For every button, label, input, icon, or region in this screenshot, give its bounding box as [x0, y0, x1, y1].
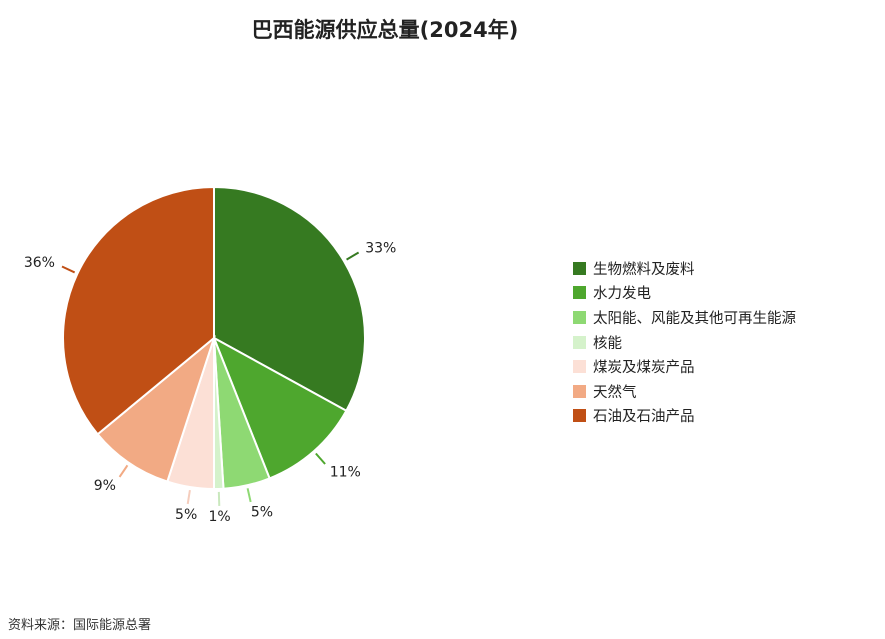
- data-label: 36%: [24, 255, 55, 271]
- leader-line: [246, 488, 252, 503]
- pie-slice: [96, 335, 217, 483]
- legend-label: 核能: [593, 335, 622, 352]
- legend-label: 煤炭及煤炭产品: [593, 360, 695, 377]
- legend-label: 石油及石油产品: [593, 409, 695, 426]
- legend-item: 太阳能、风能及其他可再生能源: [573, 305, 796, 330]
- data-label: 5%: [175, 507, 197, 523]
- legend-swatch: [573, 409, 586, 423]
- data-label: 33%: [365, 240, 396, 256]
- legend-label: 太阳能、风能及其他可再生能源: [593, 310, 796, 327]
- legend-item: 核能: [573, 330, 796, 355]
- legend-swatch: [573, 286, 586, 300]
- legend-swatch: [573, 261, 586, 275]
- data-label: 1%: [208, 509, 230, 525]
- legend-swatch: [573, 335, 586, 349]
- legend-swatch: [573, 384, 586, 398]
- pie-slice: [62, 185, 215, 436]
- data-label: 9%: [94, 478, 116, 494]
- legend: 生物燃料及废料 水力发电太阳能、风能及其他可再生能源 核能煤炭及煤炭产品 天然气石油及…: [573, 256, 796, 428]
- legend-label: 生物燃料及废料: [593, 261, 695, 278]
- data-label: 11%: [330, 465, 361, 481]
- legend-item: 天然气: [573, 379, 796, 404]
- legend-swatch: [573, 310, 586, 324]
- leader-line: [61, 265, 76, 274]
- legend-label: 天然气: [593, 384, 637, 401]
- pie-slice: [213, 185, 366, 413]
- legend-item: 煤炭及煤炭产品: [573, 354, 796, 379]
- source-note: 资料来源：国际能源总署: [8, 618, 152, 633]
- chart-title: 巴西能源供应总量(2024年): [251, 18, 519, 42]
- legend-item: 生物燃料及废料: [573, 256, 796, 281]
- legend-item: 水力发电: [573, 281, 796, 306]
- legend-swatch: [573, 360, 586, 374]
- pie-slice: [212, 335, 348, 480]
- leader-line: [186, 489, 191, 505]
- leader-line: [118, 464, 129, 478]
- leader-line: [346, 251, 360, 261]
- legend-item: 石油及石油产品: [573, 404, 796, 429]
- legend-label: 水力发电: [593, 286, 651, 303]
- data-label: 5%: [251, 505, 273, 521]
- leader-line: [315, 452, 326, 465]
